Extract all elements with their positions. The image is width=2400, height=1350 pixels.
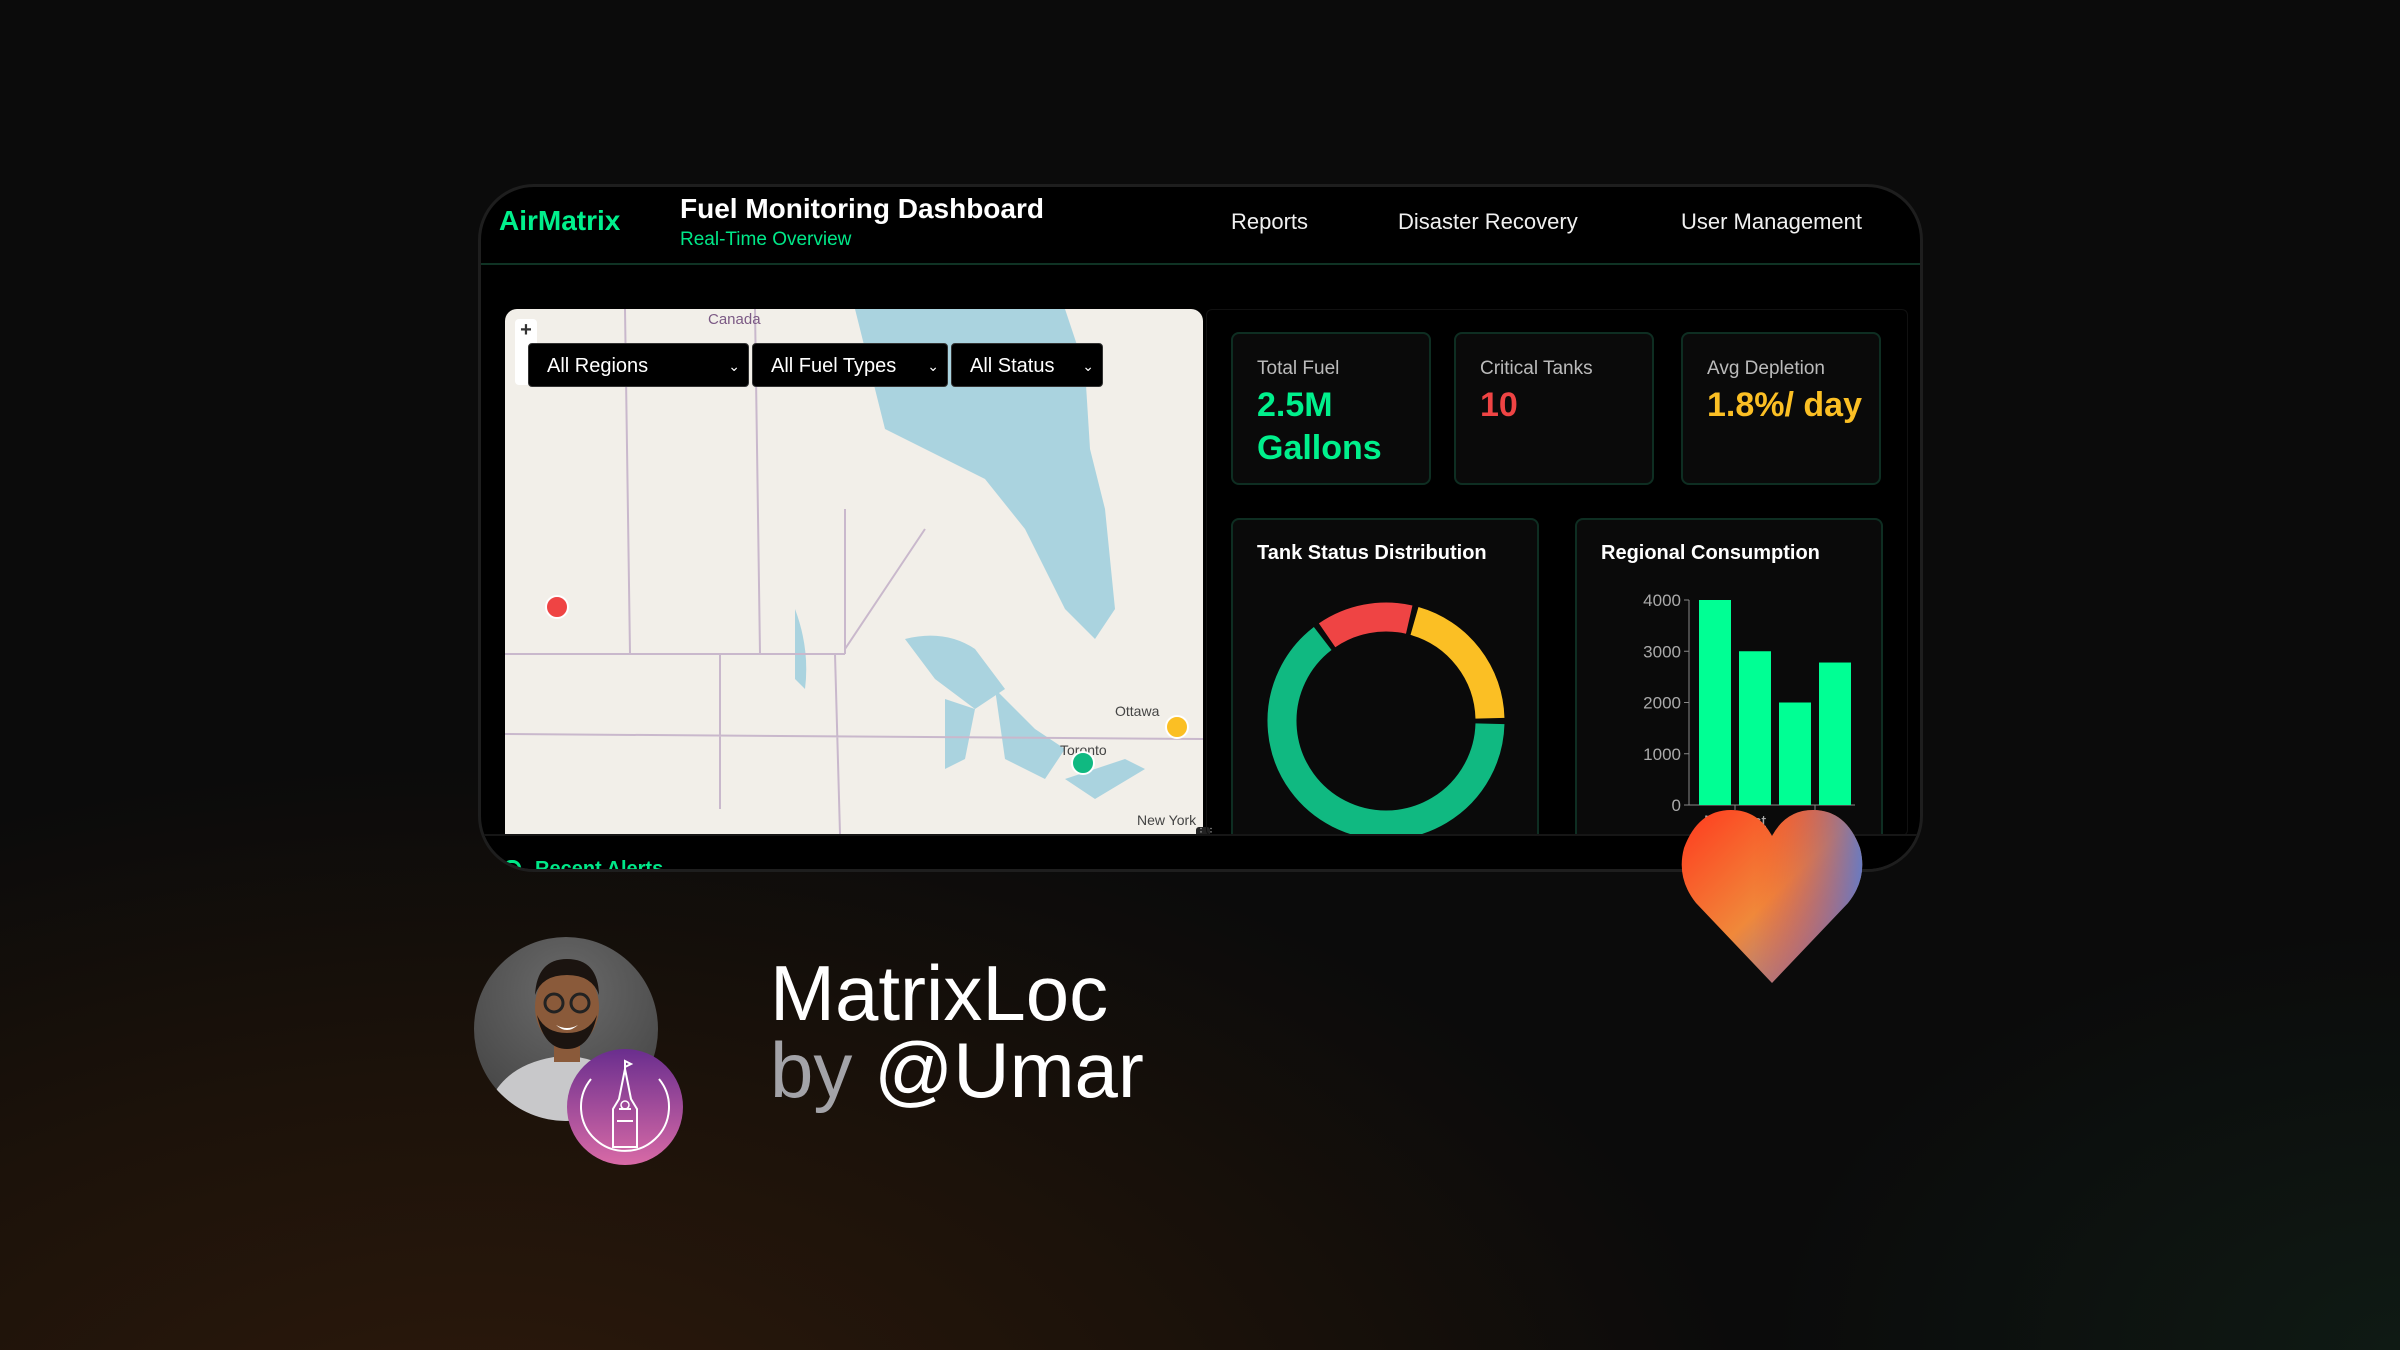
y-tick-label: 0	[1672, 796, 1681, 815]
map-label-toronto: Toronto	[1060, 742, 1107, 758]
author-handle: @Umar	[874, 1026, 1144, 1114]
map-marker-critical[interactable]	[545, 595, 569, 619]
stat-label: Critical Tanks	[1480, 358, 1593, 379]
bar-3	[1819, 662, 1851, 805]
regional-consumption-chart-card: Regional Consumption 01000200030004000Mi…	[1575, 518, 1883, 858]
nav-user-management[interactable]: User Management	[1681, 209, 1862, 234]
map-label-new-york: New York	[1137, 812, 1197, 828]
region-filter-dropdown[interactable]: All Regions ⌄	[528, 343, 749, 387]
byline-by: by	[770, 1026, 853, 1114]
clock-tower-icon	[580, 1059, 670, 1152]
map[interactable]: Canada Ottawa Toronto New York + All Reg…	[505, 309, 1203, 834]
stat-value: 10	[1480, 386, 1518, 424]
bar-1	[1739, 651, 1771, 805]
donut-slice-2	[1410, 607, 1505, 720]
stat-total-fuel: Total Fuel 2.5M Gallons	[1231, 332, 1431, 485]
status-filter-dropdown[interactable]: All Status ⌄	[951, 343, 1103, 387]
stat-value: 2.5M Gallons	[1257, 386, 1382, 467]
donut-slice-0	[1267, 627, 1505, 840]
stat-avg-depletion: Avg Depletion 1.8%/ day	[1681, 332, 1881, 485]
chart-title: Tank Status Distribution	[1257, 542, 1487, 564]
bar-chart: 01000200030004000MidwestWest	[1643, 591, 1855, 831]
clock-tower-badge	[567, 1049, 683, 1165]
donut-slice-1	[1318, 602, 1413, 648]
y-tick-label: 1000	[1643, 745, 1681, 764]
donut-chart	[1267, 602, 1505, 840]
header: AirMatrix Fuel Monitoring Dashboard Real…	[481, 187, 1920, 265]
nav-disaster-recovery[interactable]: Disaster Recovery	[1398, 209, 1578, 234]
fuel-type-filter-value: All Fuel Types	[771, 355, 897, 377]
map-tiles	[505, 309, 1203, 834]
y-tick-label: 3000	[1643, 642, 1681, 661]
logo[interactable]: AirMatrix	[499, 205, 621, 236]
dashboard-window: AirMatrix Fuel Monitoring Dashboard Real…	[478, 184, 1923, 872]
region-filter-value: All Regions	[547, 355, 649, 377]
bar-0	[1699, 600, 1731, 805]
stats-panel: Total Fuel 2.5M Gallons Critical Tanks 1…	[1206, 309, 1908, 858]
recent-alerts-section: Recent Alerts	[481, 834, 1920, 872]
heart-icon	[1681, 810, 1863, 983]
chevron-down-icon: ⌄	[927, 358, 939, 374]
chart-title: Regional Consumption	[1601, 542, 1820, 564]
nav-reports[interactable]: Reports	[1231, 209, 1309, 234]
map-label-canada: Canada	[708, 311, 761, 328]
product-name: MatrixLoc	[770, 949, 1109, 1037]
y-tick-label: 2000	[1643, 694, 1681, 713]
bell-icon	[503, 860, 521, 869]
chevron-down-icon: ⌄	[728, 358, 740, 374]
fuel-type-filter-dropdown[interactable]: All Fuel Types ⌄	[752, 343, 948, 387]
status-filter-value: All Status	[970, 355, 1055, 377]
bar-2	[1779, 702, 1811, 805]
stat-label: Total Fuel	[1257, 358, 1340, 379]
map-label-ottawa: Ottawa	[1115, 703, 1160, 719]
byline: by @Umar	[770, 1025, 1144, 1116]
page-subtitle: Real-Time Overview	[680, 229, 852, 250]
stat-label: Avg Depletion	[1707, 358, 1825, 379]
recent-alerts-heading[interactable]: Recent Alerts	[535, 858, 664, 872]
chevron-down-icon: ⌄	[1082, 358, 1094, 374]
y-tick-label: 4000	[1643, 591, 1681, 610]
stat-critical-tanks: Critical Tanks 10	[1454, 332, 1654, 485]
map-marker-normal[interactable]	[1071, 751, 1095, 775]
page-title: Fuel Monitoring Dashboard	[680, 193, 1044, 224]
stat-value: 1.8%/ day	[1707, 386, 1862, 424]
tank-status-chart-card: Tank Status Distribution	[1231, 518, 1539, 858]
map-marker-low[interactable]	[1165, 715, 1189, 739]
